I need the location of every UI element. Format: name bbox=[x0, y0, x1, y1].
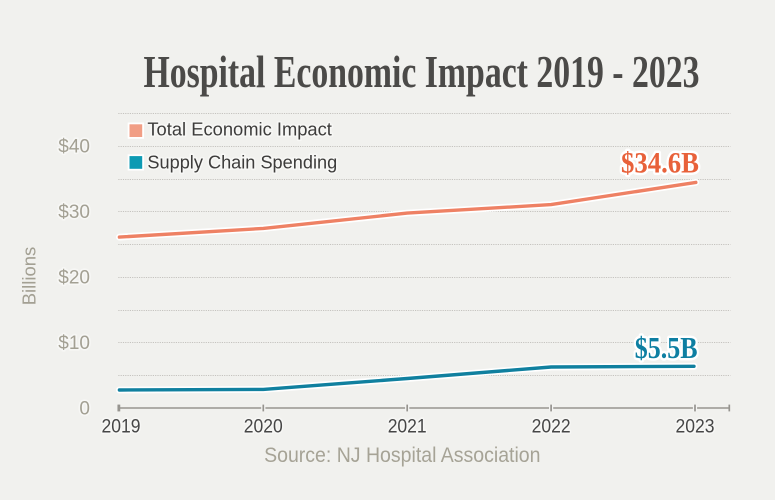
svg-text:2020: 2020 bbox=[244, 416, 283, 438]
svg-text:2022: 2022 bbox=[532, 416, 571, 438]
svg-text:Supply Chain Spending: Supply Chain Spending bbox=[147, 152, 337, 172]
svg-text:2023: 2023 bbox=[676, 416, 715, 438]
svg-text:$10: $10 bbox=[58, 333, 90, 354]
svg-text:2021: 2021 bbox=[388, 416, 427, 438]
svg-text:0: 0 bbox=[79, 399, 90, 420]
svg-text:Hospital Economic Impact 2019: Hospital Economic Impact 2019 - 2023 bbox=[144, 46, 700, 97]
svg-text:Total Economic Impact: Total Economic Impact bbox=[147, 119, 331, 139]
svg-text:$30: $30 bbox=[58, 202, 90, 223]
svg-text:$20: $20 bbox=[58, 268, 90, 289]
svg-text:Source: NJ Hospital Associatio: Source: NJ Hospital Association bbox=[264, 443, 540, 467]
svg-text:2019: 2019 bbox=[102, 416, 141, 438]
svg-text:Billions: Billions bbox=[19, 247, 40, 306]
svg-text:$5.5B: $5.5B bbox=[635, 330, 698, 365]
svg-text:$34.6B: $34.6B bbox=[621, 147, 699, 180]
svg-text:$40: $40 bbox=[58, 137, 90, 158]
